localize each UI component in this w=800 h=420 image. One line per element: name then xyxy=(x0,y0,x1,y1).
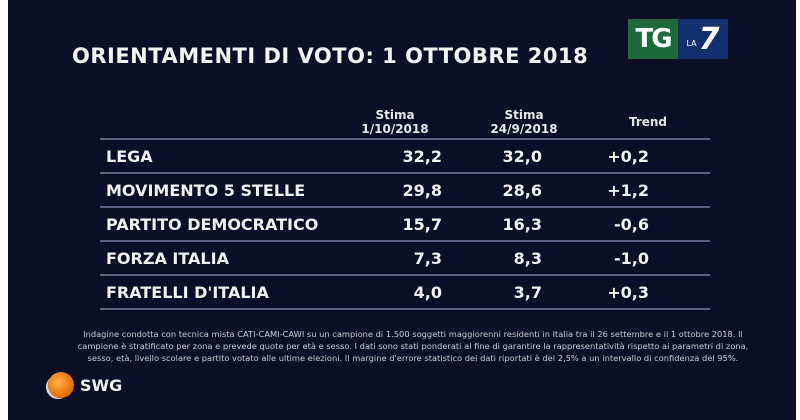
poll-panel: ORIENTAMENTI DI VOTO: 1 OTTOBRE 2018 TG … xyxy=(8,0,796,420)
current-estimate: 7,3 xyxy=(413,248,442,268)
previous-estimate: 16,3 xyxy=(502,214,542,234)
page-title: ORIENTAMENTI DI VOTO: 1 OTTOBRE 2018 xyxy=(72,44,589,68)
column-header-current: Stima 1/10/2018 xyxy=(340,108,450,136)
column-header-date: 1/10/2018 xyxy=(361,122,429,136)
row-divider xyxy=(100,172,710,174)
row-divider xyxy=(100,206,710,208)
row-divider xyxy=(100,274,710,276)
table-row: LEGA 32,2 32,0 +0,2 xyxy=(100,140,710,172)
row-divider xyxy=(100,308,710,310)
tg-logo-text: TG xyxy=(635,24,672,54)
trend-value: +0,3 xyxy=(607,282,649,302)
trend-value: -1,0 xyxy=(614,248,649,268)
current-estimate: 4,0 xyxy=(413,282,442,302)
previous-estimate: 8,3 xyxy=(513,248,542,268)
party-name: FRATELLI D'ITALIA xyxy=(106,282,269,302)
trend-value: -0,6 xyxy=(614,214,649,234)
la7-logo-seven: 7 xyxy=(698,21,720,57)
la7-logo: LA 7 xyxy=(678,19,728,59)
table-header: Stima 1/10/2018 Stima 24/9/2018 Trend xyxy=(100,106,710,138)
trend-value: +0,2 xyxy=(607,146,649,166)
column-header-label: Stima xyxy=(375,108,415,122)
swg-logo: SWG xyxy=(48,372,122,398)
column-header-label: Trend xyxy=(628,115,668,129)
poll-table: Stima 1/10/2018 Stima 24/9/2018 Trend LE… xyxy=(100,106,710,310)
column-header-previous: Stima 24/9/2018 xyxy=(454,108,594,136)
row-divider xyxy=(100,138,710,140)
previous-estimate: 32,0 xyxy=(502,146,542,166)
globe-icon xyxy=(48,372,74,398)
tg-logo: TG xyxy=(628,19,678,59)
party-name: PARTITO DEMOCRATICO xyxy=(106,214,319,234)
column-header-trend: Trend xyxy=(598,115,698,129)
current-estimate: 32,2 xyxy=(402,146,442,166)
table-row: FORZA ITALIA 7,3 8,3 -1,0 xyxy=(100,242,710,274)
swg-logo-text: SWG xyxy=(80,375,123,395)
table-row: MOVIMENTO 5 STELLE 29,8 28,6 +1,2 xyxy=(100,174,710,206)
la7-logo-la: LA xyxy=(686,38,697,48)
current-estimate: 29,8 xyxy=(402,180,442,200)
table-row: PARTITO DEMOCRATICO 15,7 16,3 -0,6 xyxy=(100,208,710,240)
column-header-date: 24/9/2018 xyxy=(490,122,558,136)
methodology-footnote: Indagine condotta con tecnica mista CATI… xyxy=(77,329,749,363)
row-divider xyxy=(100,240,710,242)
table-row: FRATELLI D'ITALIA 4,0 3,7 +0,3 xyxy=(100,276,710,308)
previous-estimate: 28,6 xyxy=(502,180,542,200)
previous-estimate: 3,7 xyxy=(513,282,542,302)
party-name: MOVIMENTO 5 STELLE xyxy=(106,180,306,200)
trend-value: +1,2 xyxy=(607,180,649,200)
current-estimate: 15,7 xyxy=(402,214,442,234)
column-header-label: Stima xyxy=(504,108,544,122)
party-name: LEGA xyxy=(106,146,153,166)
party-name: FORZA ITALIA xyxy=(106,248,229,268)
